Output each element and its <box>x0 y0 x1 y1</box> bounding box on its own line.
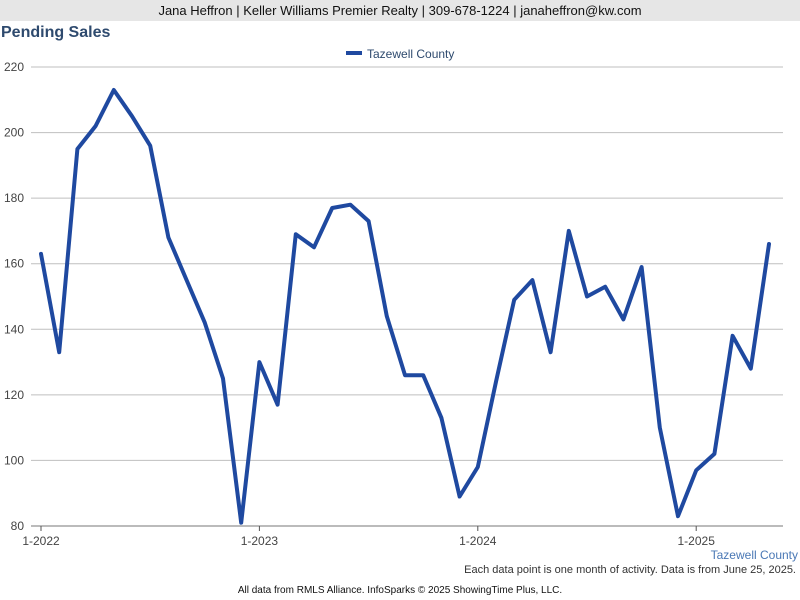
x-tick-label: 1-2022 <box>22 534 60 548</box>
x-tick-label: 1-2023 <box>241 534 279 548</box>
data-point <box>57 350 61 354</box>
data-point <box>130 114 134 118</box>
data-point <box>549 350 553 354</box>
data-point <box>367 219 371 223</box>
data-point <box>330 206 334 210</box>
data-point <box>530 278 534 282</box>
y-tick-label: 220 <box>4 60 24 74</box>
data-point <box>603 285 607 289</box>
data-point <box>348 203 352 207</box>
data-point <box>221 376 225 380</box>
data-point <box>694 468 698 472</box>
contact-header: Jana Heffron | Keller Williams Premier R… <box>0 0 800 21</box>
data-point <box>166 235 170 239</box>
data-point <box>585 295 589 298</box>
data-point <box>494 380 498 384</box>
corner-series-label: Tazewell County <box>711 548 798 562</box>
data-point <box>476 465 480 469</box>
data-point <box>312 245 316 249</box>
data-point <box>767 242 771 246</box>
x-tick-label: 1-2025 <box>678 534 716 548</box>
data-point <box>385 314 389 318</box>
y-tick-label: 200 <box>4 126 24 140</box>
data-point <box>439 416 443 420</box>
data-point <box>203 321 207 325</box>
legend-label: Tazewell County <box>367 47 454 61</box>
data-point <box>658 426 662 430</box>
data-point <box>294 232 298 236</box>
data-point <box>567 229 571 233</box>
contact-text: Jana Heffron | Keller Williams Premier R… <box>158 3 642 18</box>
data-point <box>621 317 625 321</box>
data-point <box>257 360 261 364</box>
data-point <box>94 124 98 128</box>
data-point <box>512 298 516 302</box>
y-tick-label: 180 <box>4 191 24 205</box>
y-tick-label: 120 <box>4 388 24 402</box>
data-point <box>276 403 280 407</box>
data-point <box>458 494 462 498</box>
data-point <box>239 521 243 525</box>
data-note: Each data point is one month of activity… <box>464 564 796 576</box>
data-point <box>731 334 735 338</box>
data-point <box>185 278 189 282</box>
data-point <box>749 367 753 371</box>
data-point <box>39 252 43 256</box>
data-point <box>421 373 425 377</box>
data-point <box>403 373 407 377</box>
data-credit: All data from RMLS Alliance. InfoSparks … <box>237 585 563 596</box>
chart-title: Pending Sales <box>1 24 111 41</box>
y-tick-label: 160 <box>4 257 24 271</box>
data-point <box>75 147 79 151</box>
data-point <box>148 144 152 148</box>
series-line-tazewell-county <box>39 88 771 525</box>
y-tick-label: 100 <box>4 453 24 467</box>
x-tick-label: 1-2024 <box>459 534 497 548</box>
data-point <box>676 514 680 518</box>
data-point <box>640 265 644 269</box>
data-point <box>112 88 116 92</box>
y-tick-label: 140 <box>4 322 24 336</box>
data-point <box>712 452 716 456</box>
y-tick-label: 80 <box>11 519 25 533</box>
